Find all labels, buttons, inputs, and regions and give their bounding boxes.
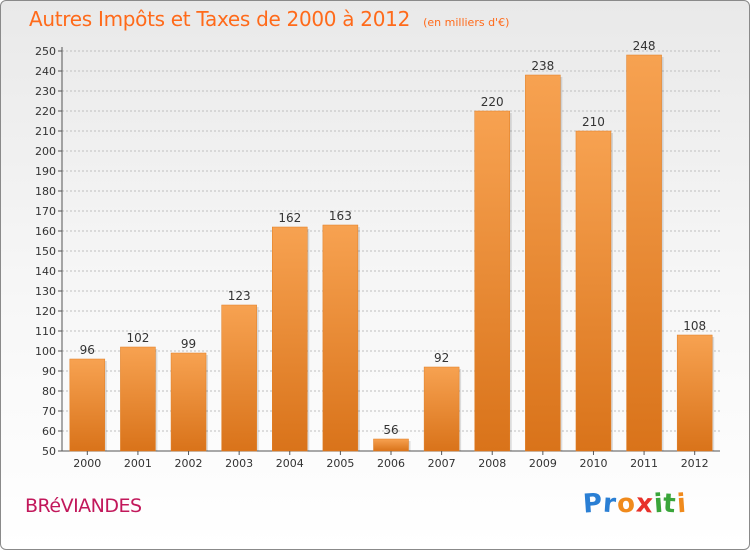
- y-tick-label: 90: [42, 365, 56, 378]
- bar: [474, 110, 510, 452]
- y-tick-label: 180: [35, 185, 56, 198]
- y-tick-label: 120: [35, 305, 56, 318]
- bar-value-label: 108: [683, 319, 706, 333]
- bar-value-label: 162: [278, 211, 301, 225]
- bar: [676, 334, 713, 452]
- x-tick-label: 2005: [326, 457, 354, 470]
- bar: [525, 74, 561, 452]
- y-tick-label: 190: [35, 165, 56, 178]
- x-tick-label: 2011: [630, 457, 658, 470]
- bar: [69, 358, 106, 452]
- y-tick-label: 170: [35, 205, 56, 218]
- y-tick-label: 60: [42, 425, 56, 438]
- y-tick-label: 240: [35, 65, 56, 78]
- bar: [626, 54, 662, 452]
- x-tick-label: 2006: [377, 457, 405, 470]
- y-tick-label: 110: [35, 325, 56, 338]
- bar: [322, 224, 359, 452]
- logo-letter: i: [675, 488, 688, 520]
- bar: [373, 438, 409, 452]
- x-tick-label: 2012: [681, 457, 709, 470]
- chart-subtitle: (en milliers d'€): [423, 16, 510, 29]
- bar: [423, 366, 460, 452]
- x-tick-label: 2001: [124, 457, 152, 470]
- logo-letter: o: [615, 488, 637, 520]
- bar-value-label: 248: [633, 39, 656, 53]
- y-tick-label: 220: [35, 105, 56, 118]
- bar-value-label: 92: [434, 351, 449, 365]
- bar-value-label: 56: [383, 423, 398, 437]
- y-tick-label: 80: [42, 385, 56, 398]
- y-tick-label: 250: [35, 45, 56, 58]
- logo-letter: x: [634, 488, 655, 520]
- y-tick-label: 150: [35, 245, 56, 258]
- chart-title: Autres Impôts et Taxes de 2000 à 2012: [29, 7, 410, 31]
- y-tick-label: 230: [35, 85, 56, 98]
- proxiti-logo: Proxiti: [581, 488, 688, 520]
- x-tick-label: 2004: [276, 457, 304, 470]
- x-tick-label: 2008: [478, 457, 506, 470]
- bar-value-label: 99: [181, 337, 196, 351]
- bar-value-label: 163: [329, 209, 352, 223]
- y-tick-label: 210: [35, 125, 56, 138]
- bar: [170, 352, 207, 452]
- commune-name: BRéVIANDES: [25, 495, 142, 517]
- y-tick-label: 200: [35, 145, 56, 158]
- x-tick-label: 2000: [73, 457, 101, 470]
- x-tick-label: 2002: [175, 457, 203, 470]
- bar-value-label: 102: [126, 331, 149, 345]
- bar-value-label: 210: [582, 115, 605, 129]
- y-tick-label: 70: [42, 405, 56, 418]
- x-tick-label: 2007: [428, 457, 456, 470]
- bar: [221, 304, 257, 452]
- y-tick-label: 140: [35, 265, 56, 278]
- y-tick-label: 50: [42, 445, 56, 458]
- x-tick-label: 2010: [579, 457, 607, 470]
- chart-title-row: Autres Impôts et Taxes de 2000 à 2012 (e…: [29, 7, 509, 31]
- bar: [272, 226, 308, 452]
- x-tick-label: 2003: [225, 457, 253, 470]
- bar: [120, 346, 156, 452]
- bar-value-label: 123: [228, 289, 251, 303]
- y-tick-label: 160: [35, 225, 56, 238]
- bar: [575, 130, 612, 452]
- logo-letter: P: [581, 488, 605, 520]
- bar-value-label: 220: [481, 95, 504, 109]
- x-tick-label: 2009: [529, 457, 557, 470]
- y-tick-label: 130: [35, 285, 56, 298]
- bar-value-label: 238: [531, 59, 554, 73]
- y-tick-label: 100: [35, 345, 56, 358]
- bar-value-label: 96: [80, 343, 95, 357]
